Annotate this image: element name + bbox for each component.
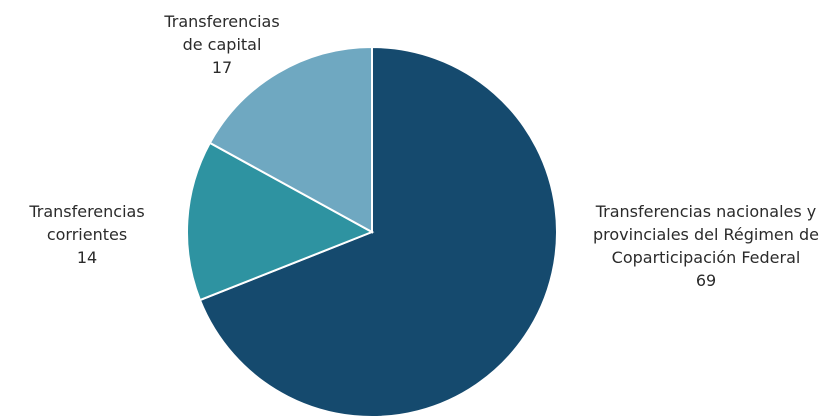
category-label: Transferencias de capital xyxy=(164,12,280,54)
category-label: Transferencias nacionales y provinciales… xyxy=(592,202,819,267)
pie-slice xyxy=(198,45,558,418)
value-label: 69 xyxy=(695,271,717,290)
value-label: 14 xyxy=(76,248,98,267)
pie-slice xyxy=(186,141,375,302)
slice-label: Transferencias de capital 17 xyxy=(152,10,292,79)
pie-slice xyxy=(208,45,373,234)
slice-label: Transferencias corrientes 14 xyxy=(12,200,162,269)
value-label: 17 xyxy=(211,58,233,77)
slice-label: Transferencias nacionales y provinciales… xyxy=(571,200,839,292)
category-label: Transferencias corrientes xyxy=(29,202,145,244)
